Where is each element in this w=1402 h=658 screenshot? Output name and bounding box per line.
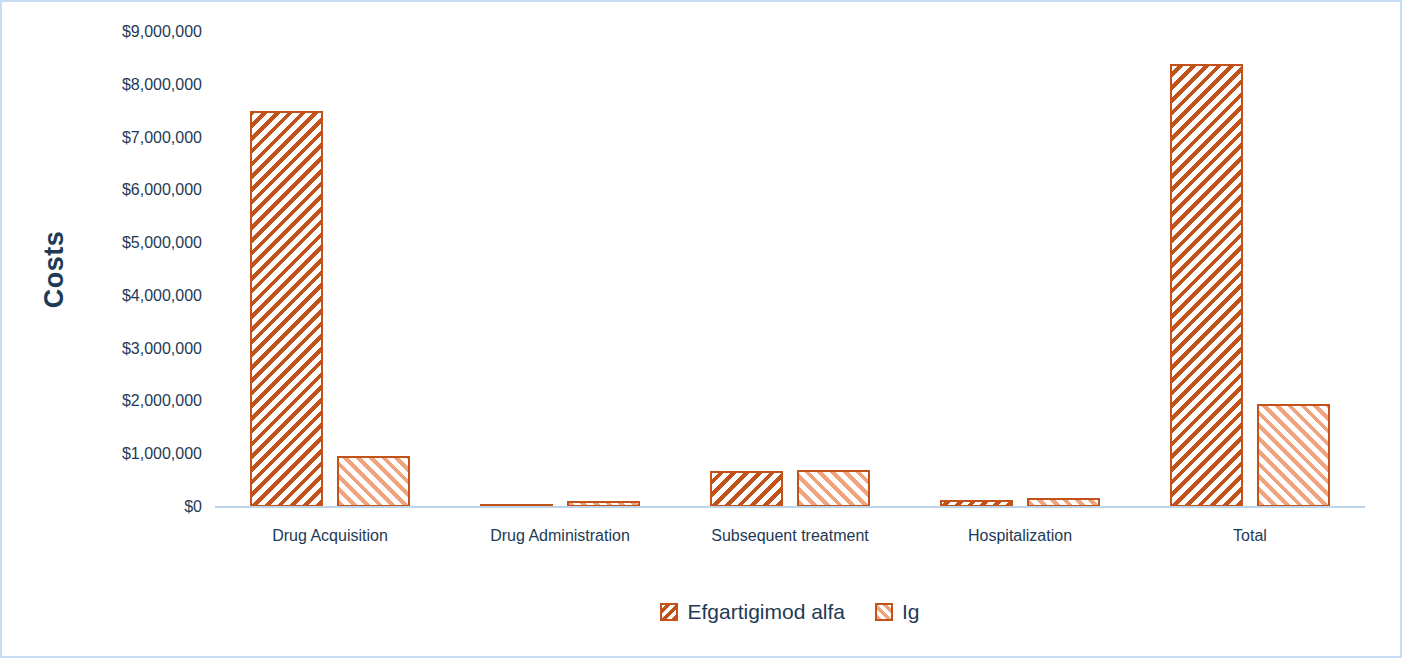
- y-tick-label: $5,000,000: [2, 233, 202, 253]
- legend: Efgartigimod alfa Ig: [215, 592, 1365, 632]
- x-category-label-drug-acquisition: Drug Acquisition: [215, 524, 445, 548]
- bar-ig-total: [1257, 404, 1330, 507]
- bar-efgartigimod-alfa-total: [1170, 64, 1243, 507]
- y-axis-title-box: Costs: [20, 32, 90, 507]
- legend-item-ig: Ig: [875, 600, 920, 624]
- y-tick-label: $0: [2, 497, 202, 517]
- y-tick-label: $1,000,000: [2, 444, 202, 464]
- bar-efgartigimod-alfa-subsequent-treatment: [710, 471, 783, 507]
- x-category-label-hospitalization: Hospitalization: [905, 524, 1135, 548]
- y-tick-label: $3,000,000: [2, 339, 202, 359]
- legend-label: Efgartigimod alfa: [687, 600, 845, 624]
- bar-ig-drug-acquisition: [337, 456, 410, 507]
- legend-item-efgartigimod-alfa: Efgartigimod alfa: [660, 600, 845, 624]
- y-tick-label: $6,000,000: [2, 180, 202, 200]
- bar-ig-subsequent-treatment: [797, 470, 870, 507]
- y-tick-label: $8,000,000: [2, 75, 202, 95]
- x-category-label-total: Total: [1135, 524, 1365, 548]
- y-tick-label: $7,000,000: [2, 128, 202, 148]
- legend-label: Ig: [902, 600, 920, 624]
- legend-swatch-diagonal-backward-icon: [875, 603, 893, 621]
- x-axis-line: [215, 506, 1365, 508]
- x-category-label-subsequent-treatment: Subsequent treatment: [675, 524, 905, 548]
- y-tick-label: $4,000,000: [2, 286, 202, 306]
- x-category-label-drug-administration: Drug Administration: [445, 524, 675, 548]
- legend-swatch-diagonal-forward-icon: [660, 603, 678, 621]
- chart-frame: Costs $0 $1,000,000 $2,000,000 $3,000,000 $4…: [0, 0, 1402, 658]
- y-tick-label: $9,000,000: [2, 22, 202, 42]
- y-tick-label: $2,000,000: [2, 391, 202, 411]
- bar-efgartigimod-alfa-drug-acquisition: [250, 111, 323, 507]
